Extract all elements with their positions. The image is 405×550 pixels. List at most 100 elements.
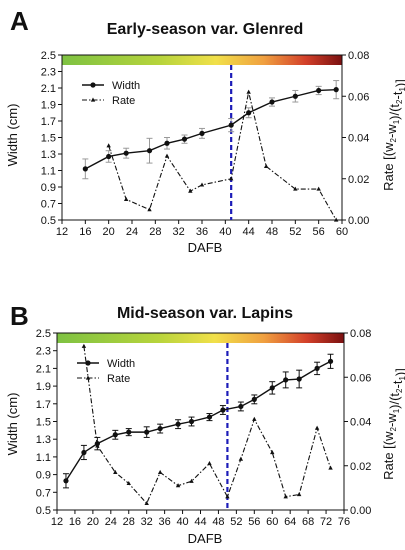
y-right-tick-label: 0.04 — [348, 133, 369, 145]
y-tick-label: 1.7 — [41, 116, 56, 128]
y-axis-right-label: Rate [(w2-w1)/(t2-t1)] — [381, 79, 405, 191]
x-tick-label: 28 — [149, 226, 161, 238]
x-tick-label: 32 — [141, 516, 153, 528]
chart-title: Mid-season var. Lapins — [117, 305, 293, 322]
y-tick-label: 1.7 — [36, 399, 51, 411]
data-point-width — [246, 110, 252, 116]
data-point-rate — [228, 176, 234, 181]
y-tick-label: 1.3 — [36, 434, 51, 446]
series-line-width — [65, 360, 331, 482]
data-point-width — [269, 385, 275, 391]
y-tick-label: 0.5 — [41, 215, 56, 227]
data-point-rate — [328, 465, 333, 470]
y-tick-label: 0.7 — [41, 199, 56, 211]
y-tick-label: 1.9 — [36, 381, 51, 393]
x-tick-label: 64 — [284, 516, 296, 528]
y-right-tick-label: 0.06 — [348, 91, 369, 103]
x-tick-label: 68 — [302, 516, 314, 528]
x-tick-label: 40 — [219, 226, 231, 238]
data-point-width — [292, 93, 298, 99]
x-tick-label: 52 — [230, 516, 242, 528]
data-point-width — [238, 403, 244, 410]
data-point-rate — [283, 494, 288, 499]
y-tick-label: 2.5 — [36, 328, 51, 340]
data-point-rate — [263, 163, 269, 168]
data-point-rate — [123, 196, 129, 201]
data-point-rate — [225, 494, 230, 499]
legend-marker-rate — [90, 97, 96, 102]
data-point-width — [228, 122, 234, 128]
x-tick-label: 20 — [87, 516, 99, 528]
data-point-rate — [144, 500, 149, 505]
y-right-tick-label: 0.02 — [348, 174, 369, 186]
data-point-width — [333, 87, 339, 93]
data-point-rate — [333, 217, 339, 222]
y-right-tick-label: 0.08 — [348, 50, 369, 62]
plot-frame — [56, 332, 345, 511]
y-tick-label: 2.3 — [36, 346, 51, 358]
data-point-rate — [207, 461, 212, 466]
legend-marker-width — [90, 82, 96, 88]
legend-label-rate: Rate — [112, 95, 135, 107]
panel-b: B Mid-season var. Lapins 12 16 20 24 28 32 36 4… — [5, 301, 405, 546]
x-tick-label: 24 — [126, 226, 138, 238]
x-tick-label: 48 — [212, 516, 224, 528]
data-point-width — [82, 166, 88, 172]
legend-marker-width — [85, 360, 91, 366]
x-tick-label: 28 — [123, 516, 135, 528]
data-point-width — [327, 358, 334, 364]
y-axis-right-label: Rate [(w2-w1)/(t2-t1)] — [381, 368, 405, 480]
data-point-width — [81, 449, 87, 456]
legend-marker-rate — [85, 375, 91, 380]
data-point-rate — [113, 469, 118, 474]
y-tick-label: 0.9 — [41, 182, 56, 194]
y-tick-label: 2.3 — [41, 67, 56, 79]
y-tick-label: 0.9 — [36, 470, 51, 482]
ripening-color-band — [62, 55, 342, 65]
x-tick-label: 56 — [313, 226, 325, 238]
y-tick-label: 1.1 — [41, 166, 56, 178]
x-tick-label: 32 — [173, 226, 185, 238]
data-point-width — [126, 429, 132, 435]
data-point-rate — [126, 480, 131, 486]
data-point-width — [314, 365, 320, 371]
y-tick-label: 1.5 — [41, 133, 56, 145]
data-point-rate — [157, 469, 163, 474]
data-point-rate — [252, 416, 257, 421]
x-tick-label: 56 — [248, 516, 260, 528]
data-point-rate — [246, 89, 251, 94]
x-tick-label: 76 — [338, 516, 350, 528]
data-point-width — [164, 140, 170, 146]
data-point-width — [188, 418, 195, 425]
data-point-width — [175, 421, 181, 427]
legend-label-rate: Rate — [107, 373, 130, 385]
y-tick-label: 2.5 — [41, 50, 56, 62]
data-point-rate — [296, 492, 302, 497]
y-right-tick-label: 0.04 — [350, 417, 371, 429]
x-axis-label: DAFB — [188, 240, 223, 255]
data-point-width — [206, 414, 213, 420]
x-tick-label: 20 — [103, 226, 115, 238]
data-point-width — [112, 432, 118, 438]
data-point-width — [251, 396, 257, 402]
series-line-rate — [108, 91, 337, 221]
x-tick-label: 16 — [69, 516, 81, 528]
x-tick-label: 60 — [336, 226, 348, 238]
data-point-width — [144, 429, 150, 435]
data-point-width — [106, 153, 112, 160]
data-point-width — [157, 425, 163, 432]
data-point-rate — [81, 343, 87, 348]
panel-a: A Early-season var. Glenred 12 16 20 24 28 32… — [5, 6, 405, 255]
y-tick-label: 0.5 — [36, 505, 51, 517]
x-tick-label: 44 — [243, 226, 255, 238]
y-axis-label: Width (cm) — [5, 393, 20, 456]
data-point-width — [220, 407, 226, 413]
y-tick-label: 1.1 — [36, 452, 51, 464]
data-point-rate — [106, 143, 111, 148]
y-right-tick-label: 0.00 — [348, 215, 369, 227]
legend-label-width: Width — [112, 80, 140, 92]
y-right-tick-label: 0.00 — [350, 505, 371, 517]
plot-area: 12 16 20 24 28 32 36 40 44 48 52 56 60 0.5 0.7 0.9 1.1 1.… — [41, 50, 370, 238]
data-point-rate — [314, 425, 320, 430]
